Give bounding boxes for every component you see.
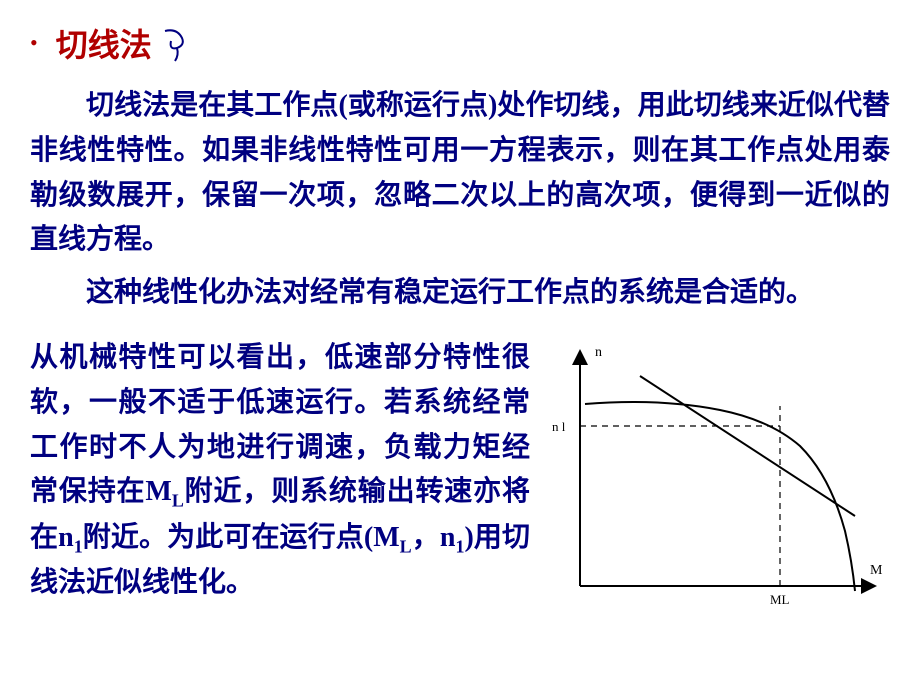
sub-n1: 1 — [74, 536, 83, 556]
bottom-layout: 从机械特性可以看出，低速部分特性很软，一般不适于低速运行。若系统经常工作时不人为… — [30, 336, 890, 616]
svg-text:M: M — [870, 563, 883, 578]
para1-text: 切线法是在其工作点(或称运行点)处作切线，用此切线来近似代替非线性特性。如果非线… — [30, 90, 890, 255]
paragraph-3: 从机械特性可以看出，低速部分特性很软，一般不适于低速运行。若系统经常工作时不人为… — [30, 336, 540, 616]
title-line: • 切线法 — [30, 20, 890, 66]
chart-svg: n M ML n l — [540, 336, 890, 616]
sub-ml2: L — [400, 536, 412, 556]
svg-text:ML: ML — [770, 592, 790, 607]
title-text: 切线法 — [56, 20, 152, 66]
p3-m3: ，n — [412, 522, 456, 553]
chart-area: n M ML n l — [540, 336, 890, 616]
slide-content: • 切线法 切线法是在其工作点(或称运行点)处作切线，用此切线来近似代替非线性特… — [0, 0, 920, 636]
sub-ml1: L — [172, 491, 184, 511]
svg-text:n: n — [595, 345, 602, 360]
svg-text:n l: n l — [552, 419, 566, 434]
paragraph-1: 切线法是在其工作点(或称运行点)处作切线，用此切线来近似代替非线性特性。如果非线… — [30, 84, 890, 263]
bullet: • — [30, 30, 38, 56]
paragraph-2: 这种线性化办法对经常有稳定运行工作点的系统是合适的。 — [30, 271, 890, 316]
para2-text: 这种线性化办法对经常有稳定运行工作点的系统是合适的。 — [86, 277, 814, 308]
flourish-icon — [157, 23, 197, 63]
p3-m2: 附近。为此可在运行点(M — [83, 522, 400, 553]
